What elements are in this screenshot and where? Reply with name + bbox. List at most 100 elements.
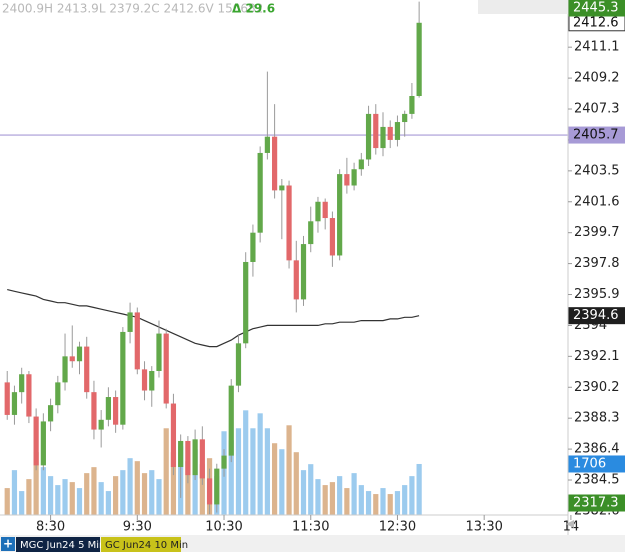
candle-body [380,126,386,149]
candle-body [402,113,408,123]
candle-body [113,397,119,425]
candle-body [337,174,343,256]
candle-body [221,455,227,469]
volume-bar [293,452,299,515]
y-tick-label: 2388.3 [574,411,620,426]
volume-bar [322,485,328,515]
volume-bar [308,464,314,515]
tab[interactable] [16,537,100,552]
candle-body [373,113,379,149]
volume-bar [163,428,169,515]
ma-badge [568,307,625,325]
volume-bar [394,491,401,515]
volume-bar [409,476,415,515]
candle-body [91,392,97,430]
add-tab-icon: + [3,537,13,551]
plot-area [0,1,568,515]
y-tick-label: 2384.5 [574,473,620,488]
y-tick-label: 2399.7 [574,225,620,240]
volume-bar [33,452,39,515]
volume-bar [127,458,133,515]
scroll-arrow[interactable] [566,520,574,528]
tab[interactable] [101,537,181,552]
candle-body [120,331,126,425]
volume-bar [365,491,372,515]
x-tick-label: 9:30 [123,520,152,535]
volume-bar [40,467,46,515]
volume-bar [62,479,68,515]
candle-body [47,405,54,422]
volume-bar [149,470,155,515]
candle-body [26,374,32,417]
volume-bar [279,449,285,515]
tab-label: MGC Jun24 5 Min [20,540,105,551]
candle-body [134,312,140,370]
volume-bar [329,482,336,515]
y-tick-label: 2395.9 [574,287,620,302]
volume-bar [120,470,126,515]
candle-body [127,312,133,332]
volume-bar [4,488,10,515]
moving-average [7,289,420,348]
axes: 2382.62384.52386.42388.32390.22392.12394… [36,0,625,535]
y-tick-label: 2386.4 [574,442,620,457]
y-tick-label: 2407.3 [574,102,620,117]
volume-bar [380,488,386,515]
candle-body [141,369,148,391]
badge [568,494,625,512]
volume-bar [358,485,364,515]
candle-body [105,397,111,420]
volume-bar [402,485,408,515]
volume-badge-label: 1706 [573,456,606,471]
volume-bar [105,491,111,515]
x-tick-label: 12:30 [379,520,416,535]
candle-body [98,419,104,430]
y-tick-label: 2397.8 [574,256,620,271]
volume-bar [235,428,242,515]
price-line-badge-label: 2405.7 [573,128,619,143]
candle-body [4,382,10,415]
volume-bar [300,470,307,515]
candle-body [170,403,177,467]
volume-bar [69,482,75,515]
candle-body [279,185,285,191]
candle-body [351,169,357,186]
candle-body [69,356,75,362]
volume-bar [134,461,140,515]
volume-bar [243,410,249,515]
ma-badge-label: 2394.6 [573,308,619,323]
candle-body [214,468,220,505]
candle-body [300,244,307,300]
x-tick-label: 10:30 [205,520,242,535]
volume-bar [264,428,270,515]
candle-body [409,96,415,114]
badge [568,0,625,17]
candle-body [315,201,321,222]
candle-body [62,356,68,383]
candle-body [163,333,169,404]
add-tab[interactable] [1,537,15,551]
candle-body [272,136,278,191]
badge-label: 2317.3 [573,496,619,511]
volume-bar [11,470,18,515]
x-tick-label: 8:30 [36,520,65,535]
candle-body [416,22,422,97]
volume-bar [315,479,321,515]
volume-bar [416,463,422,515]
volume-bar [26,479,32,515]
volume-bar [156,479,162,515]
y-tick-label: 2411.1 [574,40,620,55]
volume-bar [286,425,292,515]
y-tick-label: 2401.6 [574,194,620,209]
volume-bar [250,428,256,515]
volume-bar [185,461,191,515]
y-tick-label: 2409.2 [574,71,620,86]
candle-body [185,440,191,476]
candle-body [264,136,270,153]
candle-body [308,221,314,245]
candle-body [344,174,350,186]
badge-label: 2445.3 [573,1,619,16]
volume-bar [141,473,148,515]
